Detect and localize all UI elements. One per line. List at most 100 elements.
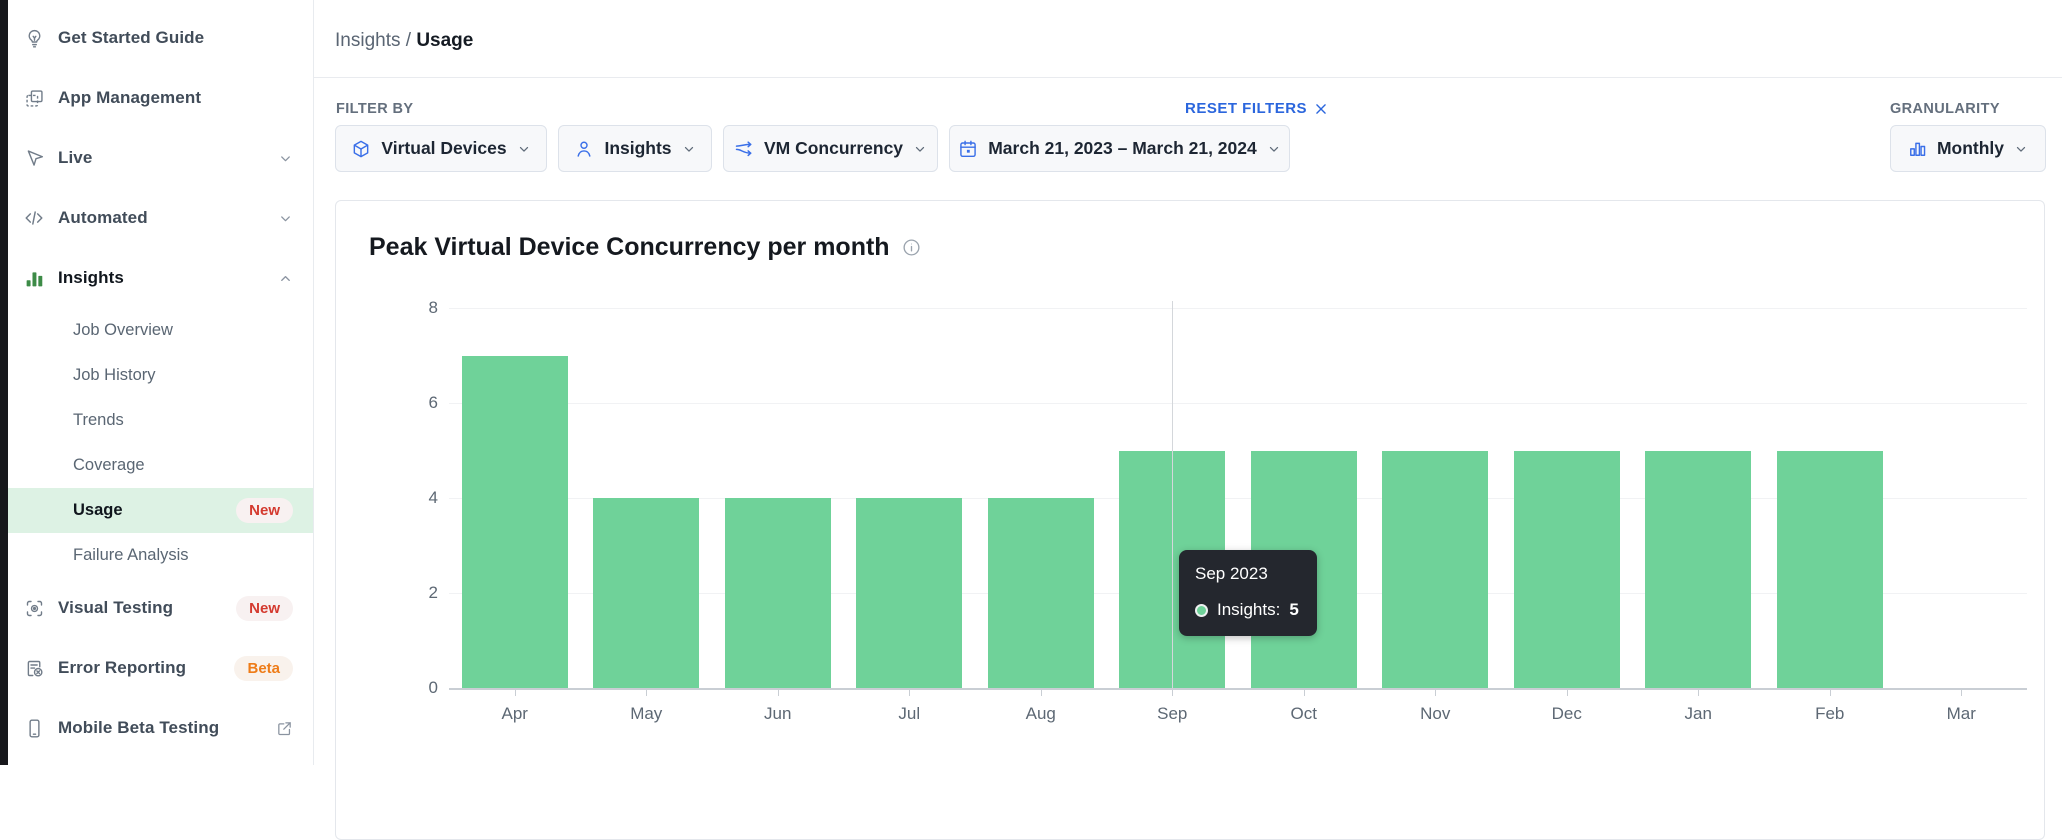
x-axis-label: Oct (1290, 704, 1317, 723)
sidebar-item-label: Visual Testing (58, 598, 174, 617)
sidebar-item-label: Error Reporting (58, 658, 187, 677)
x-axis-label: Jul (898, 704, 921, 723)
x-axis-tick (1829, 690, 1831, 696)
gridline (449, 308, 2027, 309)
metric-filter-dropdown[interactable]: VM Concurrency (723, 125, 938, 172)
x-axis-tick (777, 690, 779, 696)
sidebar-item-label: Job History (73, 366, 156, 384)
sidebar: Get Started Guide App Management Live Au… (8, 0, 314, 765)
sidebar-item-failure-analysis[interactable]: Failure Analysis (8, 533, 313, 578)
x-axis-label: Sep (1157, 704, 1188, 723)
sidebar-item-visual-testing[interactable]: Visual Testing New (8, 578, 313, 638)
x-axis-tick (646, 690, 648, 696)
sidebar-item-label: Coverage (73, 456, 145, 474)
bar-nov[interactable] (1382, 450, 1489, 688)
x-axis-label: Apr (501, 704, 528, 723)
background-window-edge (0, 0, 8, 765)
y-axis-label: 4 (428, 488, 438, 507)
x-axis-tick (1566, 690, 1568, 696)
sidebar-item-get-started-guide[interactable]: Get Started Guide (8, 8, 313, 68)
x-axis-label: May (630, 704, 663, 723)
chevron-down-icon (278, 151, 293, 166)
chevron-down-icon (517, 142, 531, 156)
error-reporting-icon (23, 657, 45, 679)
bar-apr[interactable] (461, 355, 568, 688)
sidebar-item-label: Job Overview (73, 321, 173, 339)
beta-badge: Beta (234, 655, 293, 681)
chevron-down-icon (2014, 142, 2028, 156)
sidebar-item-mobile-beta-testing[interactable]: Mobile Beta Testing (8, 698, 313, 758)
concurrency-arrows-icon (734, 139, 754, 159)
x-axis-label: Feb (1815, 704, 1845, 723)
x-axis-tick (1698, 690, 1700, 696)
sidebar-item-job-overview[interactable]: Job Overview (8, 308, 313, 353)
info-icon[interactable] (902, 238, 921, 257)
sidebar-item-live[interactable]: Live (8, 128, 313, 188)
chevron-down-icon (913, 142, 927, 156)
sidebar-item-label: Live (58, 148, 93, 167)
calendar-icon (958, 139, 978, 159)
bar-jan[interactable] (1645, 450, 1752, 688)
code-icon (23, 207, 45, 229)
gridline (449, 498, 2027, 499)
granularity-dropdown[interactable]: Monthly (1890, 125, 2046, 172)
tooltip-series-row: Insights: 5 (1195, 600, 1299, 620)
date-range-filter-dropdown[interactable]: March 21, 2023 – March 21, 2024 (949, 125, 1290, 172)
sidebar-item-label: App Management (58, 88, 202, 107)
reset-filters-button[interactable]: RESET FILTERS (1185, 100, 1328, 117)
person-icon (574, 139, 594, 159)
chevron-down-icon (278, 211, 293, 226)
bar-jun[interactable] (724, 498, 831, 688)
sidebar-item-label: Get Started Guide (58, 28, 205, 47)
gridline (449, 403, 2027, 404)
new-badge: New (236, 595, 293, 621)
bar-jul[interactable] (856, 498, 963, 688)
x-axis-tick (1040, 690, 1042, 696)
reset-filters-label: RESET FILTERS (1185, 100, 1308, 117)
hover-crosshair-line (1172, 301, 1173, 688)
sidebar-item-coverage[interactable]: Coverage (8, 443, 313, 488)
external-link-icon (276, 720, 293, 737)
breadcrumb-page: Usage (416, 30, 474, 51)
granularity-value: Monthly (1936, 138, 2005, 158)
insights-bar-chart-icon (23, 267, 45, 289)
sidebar-item-automated[interactable]: Automated (8, 188, 313, 248)
close-icon (1314, 102, 1328, 116)
sidebar-item-trends[interactable]: Trends (8, 398, 313, 443)
x-axis-tick (1172, 690, 1174, 696)
sidebar-item-label: Automated (58, 208, 148, 227)
sidebar-item-label: Mobile Beta Testing (58, 718, 220, 737)
filter-value: March 21, 2023 – March 21, 2024 (988, 138, 1257, 158)
sidebar-item-insights[interactable]: Insights (8, 248, 313, 308)
bar-feb[interactable] (1776, 450, 1883, 688)
bar-may[interactable] (593, 498, 700, 688)
x-axis-label: Jan (1684, 704, 1712, 723)
x-axis-label: Mar (1946, 704, 1976, 723)
visual-testing-eye-icon (23, 597, 45, 619)
y-axis-label: 0 (428, 678, 438, 697)
cube-icon (351, 139, 371, 159)
bar-chart-icon (1908, 139, 1927, 158)
bar-dec[interactable] (1513, 450, 1620, 688)
sidebar-item-label: Insights (58, 268, 124, 287)
x-axis-tick (1961, 690, 1963, 696)
sidebar-item-app-management[interactable]: App Management (8, 68, 313, 128)
product-filter-dropdown[interactable]: Insights (558, 125, 712, 172)
breadcrumb-section[interactable]: Insights (335, 30, 401, 51)
bar-aug[interactable] (987, 498, 1094, 688)
sidebar-item-usage[interactable]: Usage New (8, 488, 313, 533)
sidebar-item-label: Usage (73, 501, 123, 519)
sidebar-item-error-reporting[interactable]: Error Reporting Beta (8, 638, 313, 698)
sidebar-item-job-history[interactable]: Job History (8, 353, 313, 398)
x-axis-label: Jun (764, 704, 792, 723)
x-axis-label: Aug (1025, 704, 1056, 723)
series-dot-icon (1195, 603, 1208, 617)
x-axis-label: Dec (1551, 704, 1582, 723)
usage-chart-card: Peak Virtual Device Concurrency per mont… (335, 200, 2045, 840)
sidebar-item-label: Trends (73, 411, 124, 429)
granularity-label: GRANULARITY (1890, 101, 2000, 117)
cursor-icon (23, 147, 45, 169)
device-type-filter-dropdown[interactable]: Virtual Devices (335, 125, 547, 172)
new-badge: New (236, 498, 293, 523)
x-axis-tick (909, 690, 911, 696)
